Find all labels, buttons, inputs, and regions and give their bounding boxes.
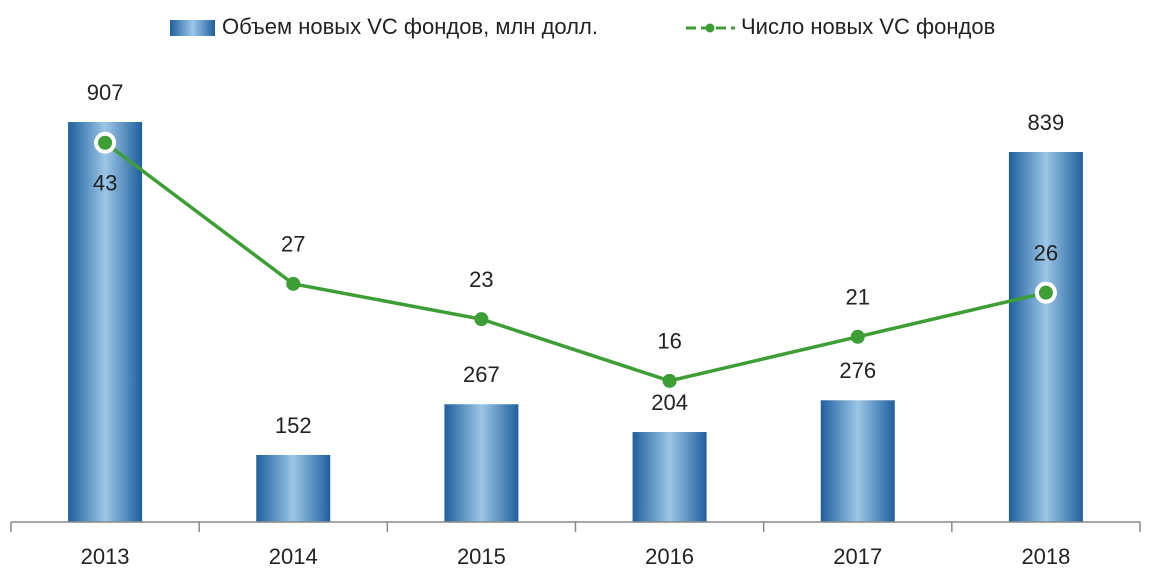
x-tick-label: 2016 [645, 544, 694, 569]
line-value-label: 21 [846, 285, 870, 310]
legend-label: Число новых VC фондов [741, 14, 995, 39]
legend-marker [705, 23, 715, 33]
line-marker [662, 373, 677, 388]
x-tick-label: 2015 [457, 544, 506, 569]
bar-value-label: 152 [275, 413, 312, 438]
x-tick-label: 2014 [269, 544, 318, 569]
bar [632, 432, 707, 522]
line [104, 141, 1047, 383]
bar [1008, 152, 1083, 522]
line-marker [94, 131, 117, 154]
line-marker [474, 312, 489, 327]
legend-label: Объем новых VC фондов, млн долл. [222, 14, 598, 39]
x-tick-label: 2017 [833, 544, 882, 569]
line-value-label: 16 [657, 329, 681, 354]
line-marker [1034, 281, 1057, 304]
bar-value-label: 267 [463, 362, 500, 387]
legend-bar-icon [170, 20, 215, 36]
bar [444, 404, 519, 522]
x-tick-label: 2018 [1021, 544, 1070, 569]
bar-value-label: 839 [1028, 110, 1065, 135]
bar-value-label: 204 [651, 390, 688, 415]
line-marker [850, 329, 865, 344]
line-value-label: 23 [469, 267, 493, 292]
bar [820, 400, 895, 522]
bar-value-label: 907 [87, 80, 124, 105]
bar [256, 454, 331, 522]
line-value-label: 26 [1034, 240, 1058, 265]
bar-value-label: 276 [839, 358, 876, 383]
line-value-label: 27 [281, 232, 305, 257]
bar [68, 122, 143, 522]
x-tick-label: 2013 [81, 544, 130, 569]
line-marker [286, 276, 301, 291]
line-value-label: 43 [93, 171, 117, 196]
